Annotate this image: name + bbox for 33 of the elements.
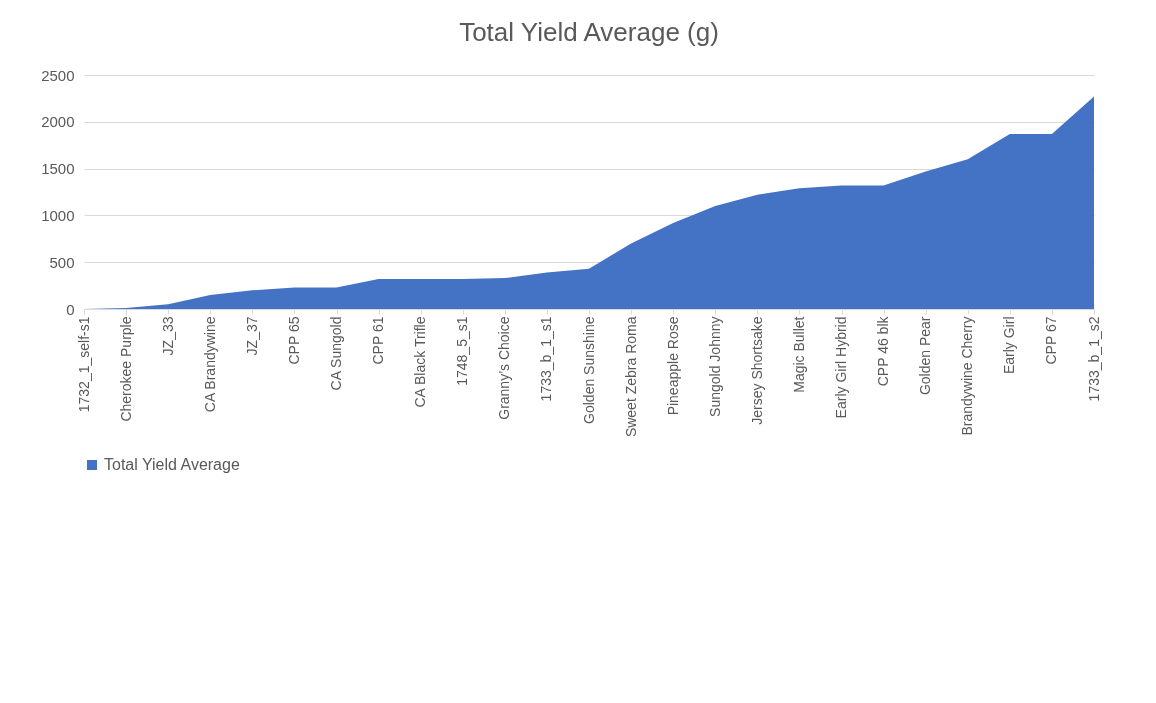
x-tick-label: CA Black Trifle <box>412 316 429 408</box>
legend-label: Total Yield Average <box>104 456 240 473</box>
chart-title: Total Yield Average (g) <box>459 17 719 47</box>
x-tick-label: Early Girl Hybrid <box>833 316 849 419</box>
x-tick-label: Sweet Zebra Roma <box>622 316 639 438</box>
y-tick-label: 0 <box>66 300 75 318</box>
y-tick-label: 2000 <box>41 113 75 131</box>
x-tick-label: Jersey Shortsake <box>748 316 765 425</box>
x-tick-label: 1733_b_1_s2 <box>1085 316 1102 402</box>
x-tick-label: Golden Sunshine <box>580 316 597 424</box>
x-tick-label: JZ_37 <box>243 316 260 356</box>
x-tick-label: CA Brandywine <box>201 316 218 413</box>
x-tick-label: Sungold Johnny <box>706 316 723 417</box>
x-tick-label: 1748_5_s1 <box>454 316 471 386</box>
y-tick-label: 1500 <box>41 160 75 178</box>
x-tick-label: CPP 65 <box>285 316 302 365</box>
x-tick-label: Cherokee Purple <box>117 316 134 422</box>
x-tick-label: Early Girl <box>1001 316 1018 375</box>
x-tick-label: Pineapple Rose <box>664 316 681 416</box>
x-tick-label: Golden Pear <box>917 316 934 396</box>
x-tick-label: Granny’s Choice <box>496 316 513 420</box>
y-tick-label: 2500 <box>41 66 75 84</box>
x-tick-label: Brandywine Cherry <box>959 316 976 436</box>
x-tick-label: CA Sungold <box>328 316 344 391</box>
x-tick-label: 1733_b_1_s1 <box>538 316 555 402</box>
x-tick-label: CPP 67 <box>1043 316 1060 365</box>
x-tick-label: 1732_1_self-s1 <box>75 316 92 413</box>
y-tick-label: 500 <box>49 253 75 271</box>
x-tick-label: CPP 46 blk <box>875 315 892 387</box>
x-tick-label: Magic Bullet <box>790 316 807 393</box>
y-tick-label: 1000 <box>41 206 75 224</box>
x-tick-label: CPP 61 <box>370 316 387 365</box>
x-tick-label: JZ_33 <box>159 316 176 356</box>
